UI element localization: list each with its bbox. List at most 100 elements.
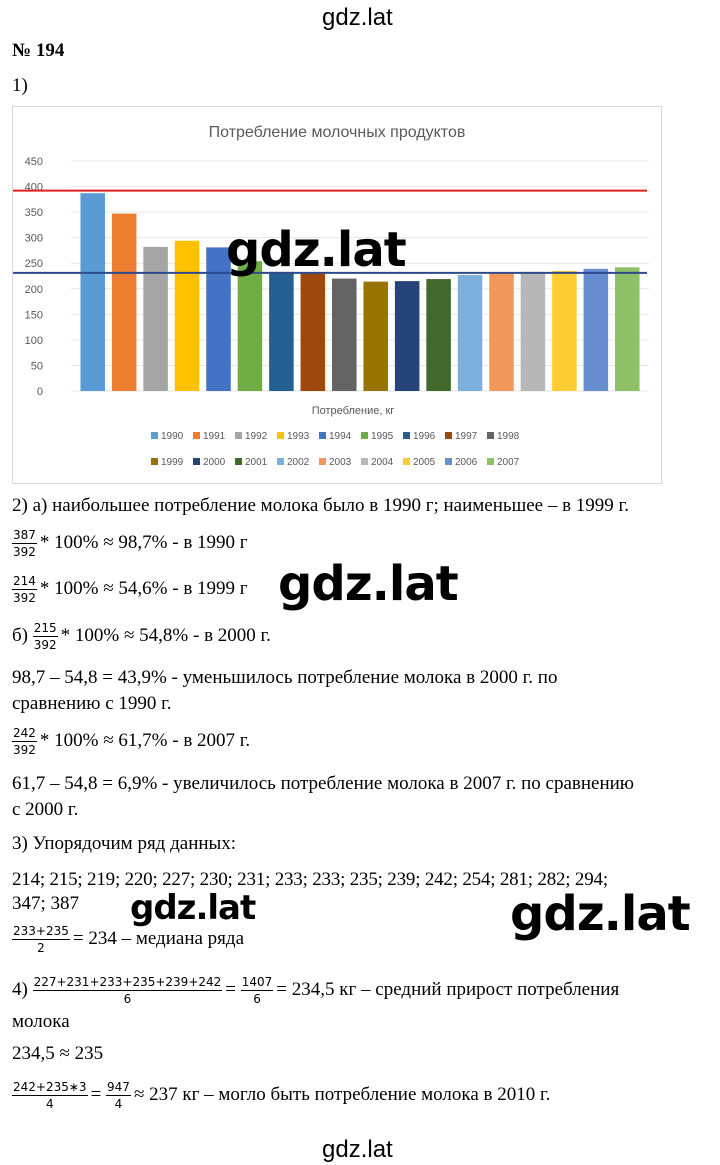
numerator: 387 xyxy=(12,528,37,544)
calc-text: * 100% ≈ 98,7% - в 1990 г xyxy=(39,531,248,553)
legend-label-2003: 2003 xyxy=(329,457,352,468)
y-tick-label: 50 xyxy=(31,360,43,372)
denominator: 392 xyxy=(13,591,36,605)
bar-2006 xyxy=(583,268,609,391)
fraction: 214 392 xyxy=(12,574,37,605)
forecast-line: 242+235∗3 4 = 947 4 ≈ 237 кг – могло быть по… xyxy=(12,1080,550,1111)
chart-frame: Потребление молочных продуктов 0 50 100 150… xyxy=(12,106,662,484)
increase-line-cont: с 2000 г. xyxy=(12,799,79,820)
legend-label-1992: 1992 xyxy=(245,431,268,442)
legend-label-2006: 2006 xyxy=(455,457,478,468)
fraction: 242+235∗3 4 xyxy=(12,1080,88,1111)
denominator: 2 xyxy=(37,941,45,955)
numerator: 947 xyxy=(106,1080,131,1096)
site-header: gdz.lat xyxy=(322,4,393,31)
legend-swatch-2001 xyxy=(235,458,242,465)
legend-label-2004: 2004 xyxy=(371,457,394,468)
fraction: 1407 6 xyxy=(240,975,274,1006)
watermark: gdz.lat xyxy=(510,886,691,942)
bar-2002 xyxy=(457,274,483,391)
calc-1999: 214 392 * 100% ≈ 54,6% - в 1999 г xyxy=(12,574,248,605)
legend-label-1997: 1997 xyxy=(455,431,478,442)
denominator: 4 xyxy=(114,1097,123,1111)
legend-label-1995: 1995 xyxy=(371,431,394,442)
part3-heading: 3) Упорядочим ряд данных: xyxy=(12,833,237,854)
average-line-cont: молока xyxy=(12,1011,70,1032)
denominator: 392 xyxy=(13,545,36,559)
chart-bars xyxy=(80,193,640,391)
fraction: 947 4 xyxy=(106,1080,131,1111)
median-line: 233+235 2 = 234 – медиана ряда xyxy=(12,924,244,955)
numerator: 233+235 xyxy=(12,924,70,940)
chart-legend: 1990 1991 1992 1993 1994 1995 1996 1997 1998 1999… xyxy=(151,431,520,468)
bar-1996 xyxy=(269,271,294,391)
legend-label-1996: 1996 xyxy=(413,431,436,442)
legend-swatch-2003 xyxy=(319,458,326,465)
bar-1990 xyxy=(80,193,105,391)
item-label: б) xyxy=(12,624,28,646)
calc-2000: б) 215 392 * 100% ≈ 54,8% - в 2000 г. xyxy=(12,621,271,652)
bar-1992 xyxy=(143,246,168,391)
legend-swatch-1999 xyxy=(151,458,158,465)
legend-label-1999: 1999 xyxy=(161,457,184,468)
fraction: 242 392 xyxy=(12,726,37,757)
bar-2004 xyxy=(520,271,546,391)
y-tick-label: 250 xyxy=(25,258,43,270)
equals: = xyxy=(90,1083,102,1105)
legend-swatch-2007 xyxy=(487,458,494,465)
chart-title: Потребление молочных продуктов xyxy=(209,124,466,141)
legend-swatch-1994 xyxy=(319,432,326,439)
decrease-line-cont: сравнению с 1990 г. xyxy=(12,693,172,714)
calc-text: = 234,5 кг – средний прирост потребления xyxy=(276,978,620,1000)
chart-y-ticks: 0 50 100 150 200 250 300 350 400 450 xyxy=(25,156,43,398)
legend-swatch-1993 xyxy=(277,432,284,439)
site-footer: gdz.lat xyxy=(322,1136,393,1163)
denominator: 6 xyxy=(253,992,261,1006)
increase-line: 61,7 – 54,8 = 6,9% - увеличилось потребл… xyxy=(12,773,634,794)
ordered-series-cont: 347; 387 xyxy=(12,893,80,914)
legend-label-1991: 1991 xyxy=(203,431,226,442)
problem-number: № 194 xyxy=(12,40,65,61)
watermark: gdz.lat xyxy=(278,556,459,612)
milk-consumption-chart: Потребление молочных продуктов 0 50 100 150… xyxy=(13,124,649,468)
fraction: 215 392 xyxy=(32,621,58,652)
y-tick-label: 100 xyxy=(25,335,43,347)
rounding-line: 234,5 ≈ 235 xyxy=(12,1043,104,1064)
bar-1999 xyxy=(363,281,388,391)
numerator: 215 xyxy=(32,621,58,637)
y-tick-label: 300 xyxy=(25,233,43,245)
bar-1997 xyxy=(300,272,326,391)
chart-reference-lines xyxy=(13,189,647,274)
decrease-line: 98,7 – 54,8 = 43,9% - уменьшилось потреб… xyxy=(12,667,558,688)
average-line: 4) 227+231+233+235+239+242 6 = 1407 6 = 234,… xyxy=(12,975,619,1006)
calc-text: * 100% ≈ 61,7% - в 2007 г. xyxy=(39,729,251,751)
y-tick-label: 400 xyxy=(25,182,43,194)
y-tick-label: 350 xyxy=(25,207,43,219)
bar-2005 xyxy=(552,270,577,391)
fraction: 233+235 2 xyxy=(12,924,70,955)
bar-2003 xyxy=(489,273,514,391)
calc-1990: 387 392 * 100% ≈ 98,7% - в 1990 г xyxy=(12,528,248,559)
legend-label-1994: 1994 xyxy=(329,431,352,442)
legend-swatch-1995 xyxy=(361,432,368,439)
legend-swatch-2002 xyxy=(277,458,284,465)
numerator: 1407 xyxy=(240,975,274,991)
calc-text: * 100% ≈ 54,8% - в 2000 г. xyxy=(60,624,271,646)
bar-2001 xyxy=(426,279,451,391)
fraction: 227+231+233+235+239+242 6 xyxy=(32,975,223,1006)
part1-label: 1) xyxy=(12,75,28,96)
equals: = xyxy=(225,978,236,1000)
legend-label-1998: 1998 xyxy=(497,431,520,442)
bar-2007 xyxy=(615,267,640,391)
legend-swatch-2005 xyxy=(403,458,410,465)
calc-text: * 100% ≈ 54,6% - в 1999 г xyxy=(39,577,248,599)
legend-swatch-2004 xyxy=(361,458,368,465)
bar-1995 xyxy=(237,261,263,391)
bar-1991 xyxy=(111,213,137,391)
fraction: 387 392 xyxy=(12,528,37,559)
bar-1998 xyxy=(332,278,357,391)
legend-swatch-1991 xyxy=(193,432,200,439)
y-tick-label: 0 xyxy=(37,386,43,398)
legend-swatch-1998 xyxy=(487,432,494,439)
legend-swatch-2006 xyxy=(445,458,452,465)
